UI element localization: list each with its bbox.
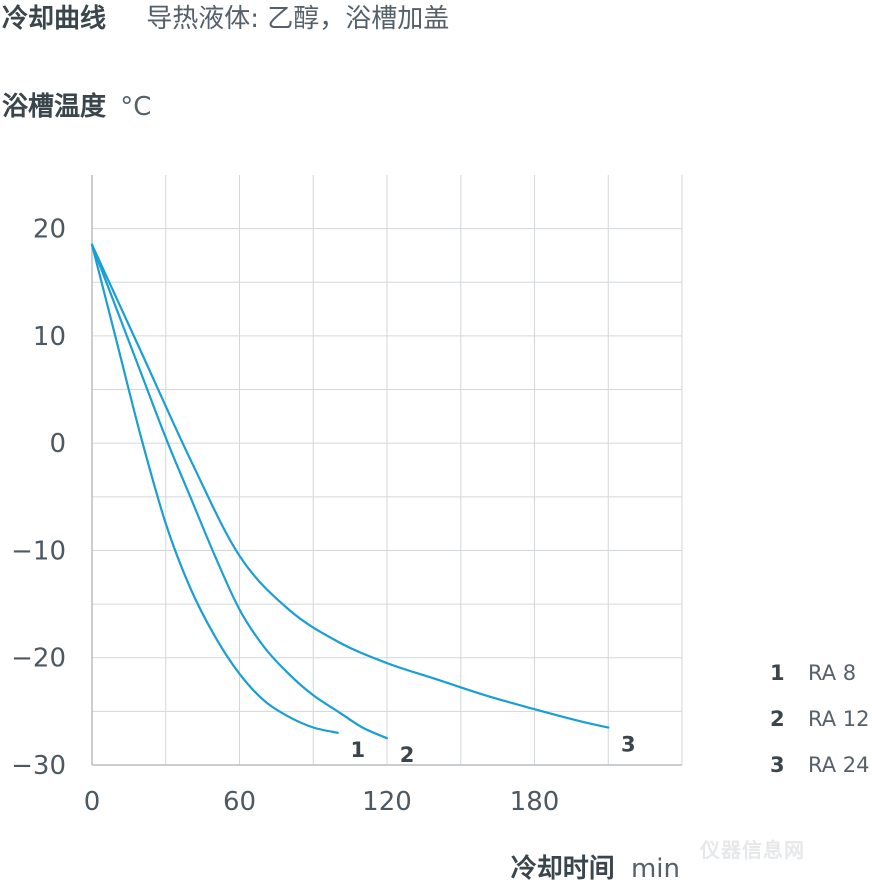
legend-item: 3 RA 24 xyxy=(770,742,870,788)
legend-item-name: RA 24 xyxy=(808,753,870,777)
series-line xyxy=(90,243,339,734)
legend-item-name: RA 8 xyxy=(808,661,857,685)
legend-item: 1 RA 8 xyxy=(770,650,870,696)
x-tick-label: 180 xyxy=(510,787,560,817)
series-end-label: 2 xyxy=(400,743,415,767)
x-tick-label: 60 xyxy=(223,787,256,817)
x-tick-label: 0 xyxy=(84,787,101,817)
y-tick-label: −30 xyxy=(11,751,66,781)
chart-series-lines xyxy=(90,243,610,740)
y-tick-label: 0 xyxy=(49,429,66,459)
legend-item-number: 3 xyxy=(770,753,785,777)
legend-item: 2 RA 12 xyxy=(770,696,870,742)
y-tick-label: −10 xyxy=(11,536,66,566)
x-tick-label: 120 xyxy=(362,787,412,817)
chart-title: 冷却曲线 导热液体: 乙醇，浴槽加盖 xyxy=(2,2,449,36)
chart-subtitle: 导热液体: 乙醇，浴槽加盖 xyxy=(146,4,450,34)
watermark: 仪器信息网 xyxy=(700,838,805,862)
chart-axes xyxy=(91,175,682,766)
y-axis-label-text: 浴槽温度 xyxy=(2,92,107,122)
legend-item-number: 2 xyxy=(770,707,785,731)
series-line xyxy=(90,243,389,740)
series-line xyxy=(90,243,610,729)
y-axis-unit: °C xyxy=(120,92,152,122)
chart-tick-labels: 20 10 0 −10 −20 −30 0 60 120 180 xyxy=(11,215,559,817)
y-tick-label: 20 xyxy=(33,215,66,245)
x-axis-unit: min xyxy=(630,854,680,884)
chart-title-main: 冷却曲线 xyxy=(2,4,107,34)
y-tick-label: 10 xyxy=(33,322,66,352)
y-axis-label: 浴槽温度 °C xyxy=(2,90,151,124)
chart-legend: 1 RA 8 2 RA 12 3 RA 24 xyxy=(770,650,870,788)
x-axis-label-text: 冷却时间 xyxy=(510,854,615,884)
legend-item-name: RA 12 xyxy=(808,707,870,731)
series-end-label: 1 xyxy=(351,738,366,762)
x-axis-label: 冷却时间 min xyxy=(511,852,680,886)
chart-grid xyxy=(91,175,683,766)
series-end-label: 3 xyxy=(621,732,636,756)
chart-series-end-labels: 1 2 3 xyxy=(351,732,636,767)
legend-item-number: 1 xyxy=(770,661,785,685)
y-tick-label: −20 xyxy=(11,644,66,674)
